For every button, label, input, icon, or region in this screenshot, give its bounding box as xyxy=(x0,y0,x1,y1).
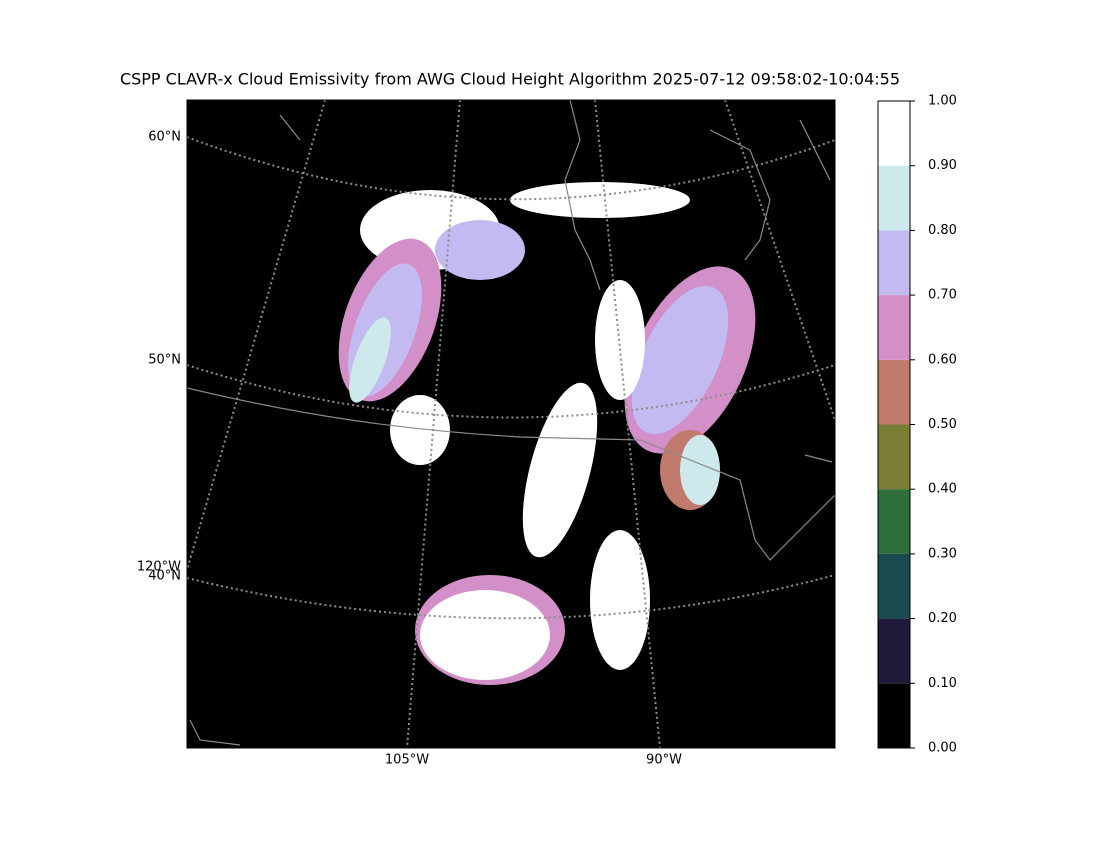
colorbar-tick-label: 0.00 xyxy=(928,741,957,756)
colorbar-segment xyxy=(878,295,910,360)
graticule xyxy=(187,100,835,748)
colorbar-segment xyxy=(878,359,910,425)
colorbar-tick-label: 0.70 xyxy=(928,288,957,303)
colorbar-tick-label: 0.20 xyxy=(928,611,957,626)
colorbar-tick-label: 0.50 xyxy=(928,417,957,432)
colorbar-segment xyxy=(878,683,910,748)
colorbar-segment xyxy=(878,618,910,684)
colorbar-tick-label: 1.00 xyxy=(928,94,957,109)
lon-label: 120°W xyxy=(137,560,181,575)
colorbar-tick-label: 0.90 xyxy=(928,158,957,173)
colorbar-tick-label: 0.60 xyxy=(928,352,957,367)
colorbar-tick-label: 0.40 xyxy=(928,482,957,497)
lat-label: 40°N xyxy=(148,569,181,584)
lat-label: 50°N xyxy=(148,353,181,368)
map xyxy=(186,99,836,749)
colorbar-tick-label: 0.30 xyxy=(928,546,957,561)
colorbar-segment xyxy=(878,230,910,296)
colorbar-segment xyxy=(878,553,910,619)
title: CSPP CLAVR-x Cloud Emissivity from AWG C… xyxy=(120,70,900,89)
lon-label: 90°W xyxy=(646,753,682,768)
map-frame xyxy=(186,99,836,749)
coastlines xyxy=(187,100,835,746)
lon-label: 105°W xyxy=(385,753,429,768)
colorbar-tick-label: 0.10 xyxy=(928,676,957,691)
lat-label: 60°N xyxy=(148,130,181,145)
colorbar-segment xyxy=(878,489,910,554)
colorbar-segment xyxy=(878,165,910,231)
colorbar: 0.00 0.10 0.20 0.30 0.40 0.50 0.60 0.70 0.80 0.90… xyxy=(877,94,957,756)
colorbar-segment xyxy=(878,424,910,490)
colorbar-segment xyxy=(878,101,910,166)
colorbar-tick-label: 0.80 xyxy=(928,223,957,238)
